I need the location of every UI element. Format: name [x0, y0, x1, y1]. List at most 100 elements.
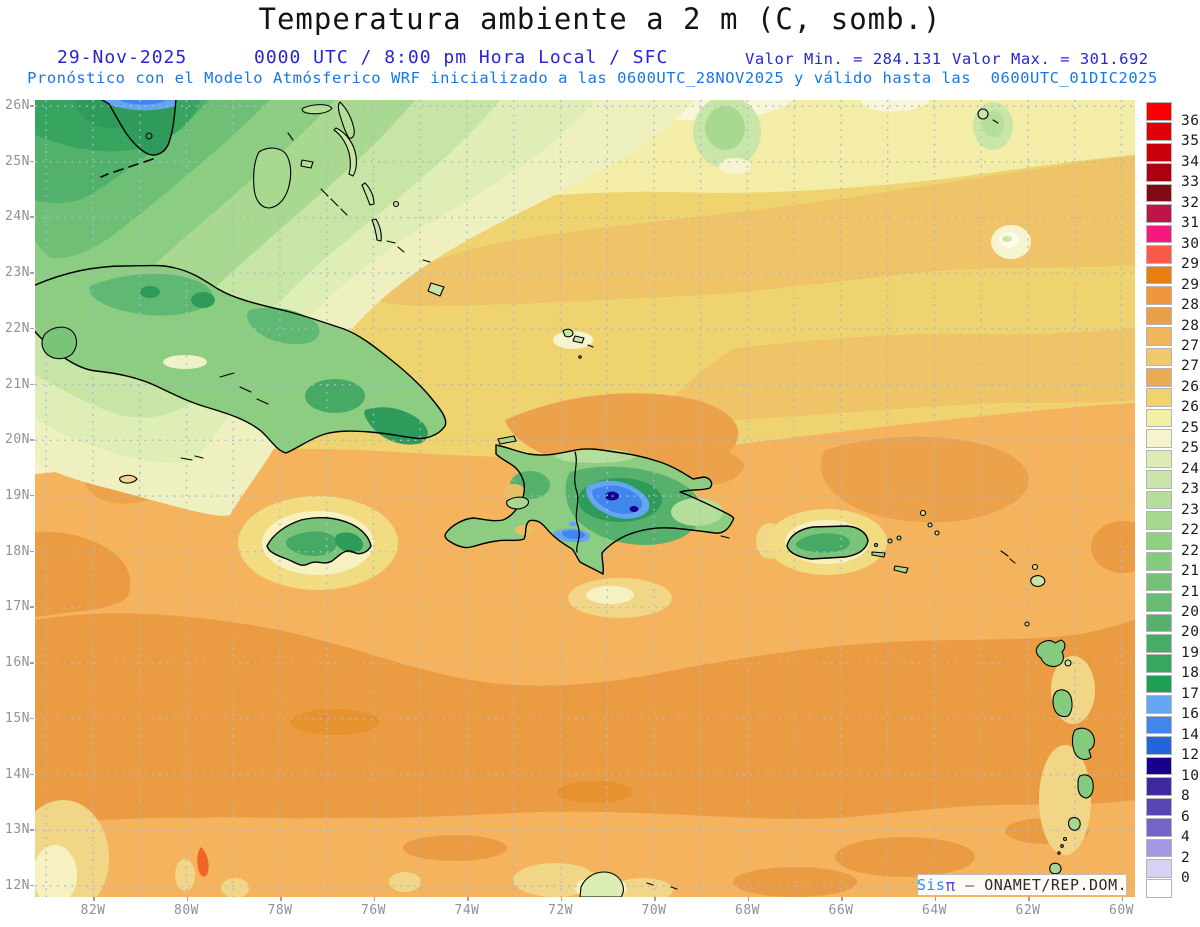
lat-label-21N: 21N: [5, 376, 30, 392]
lon-tick: [747, 897, 749, 901]
colorbar-label-16: 16: [1181, 706, 1200, 723]
lat-tick: [30, 105, 34, 107]
colorbar-cell: [1146, 388, 1172, 408]
lat-tick: [30, 383, 34, 386]
lon-label-82W: 82W: [80, 903, 106, 918]
lat-tick: [30, 884, 34, 887]
lat-label-24N: 24N: [5, 209, 30, 225]
colorbar-cell: [1146, 674, 1172, 694]
colorbar-label-8: 8: [1181, 788, 1191, 805]
colorbar-cell: [1146, 695, 1172, 714]
small-islands: [41, 101, 1095, 898]
colorbar-label-25.5: 25.5: [1181, 419, 1200, 436]
lon-label-80W: 80W: [174, 903, 199, 918]
lon-tick: [934, 897, 936, 901]
lat-tick: [30, 550, 34, 553]
colorbar-label-17: 17: [1181, 685, 1200, 702]
colorbar-label-12: 12: [1181, 747, 1200, 764]
colorbar-label-24: 24: [1181, 460, 1200, 477]
lon-label-74W: 74W: [454, 903, 480, 918]
lon-tick: [560, 897, 562, 901]
colorbar-label-29: 29: [1181, 276, 1200, 293]
colorbar-label-30.7: 30.7: [1181, 235, 1200, 252]
lat-label-23N: 23N: [5, 265, 30, 281]
colorbar-cell: [1146, 204, 1172, 223]
colorbar-cell: [1146, 572, 1172, 592]
colorbar-cell: [1146, 531, 1172, 551]
colorbar-label-6: 6: [1181, 808, 1191, 825]
lon-label-76W: 76W: [361, 903, 386, 918]
lat-label-12N: 12N: [5, 877, 30, 893]
colorbar-label-31.5: 31.5: [1181, 215, 1200, 232]
colorbar-label-28.5: 28.5: [1181, 297, 1200, 314]
colorbar-cell: [1146, 183, 1172, 203]
lon-label-64W: 64W: [922, 903, 947, 918]
colorbar-label-23.5: 23.5: [1181, 481, 1200, 498]
colorbar-cell: [1146, 102, 1172, 121]
lat-label-19N: 19N: [5, 487, 30, 503]
colorbar-cell: [1146, 633, 1172, 653]
lat-label-22N: 22N: [5, 320, 30, 336]
lat-label-25N: 25N: [5, 153, 30, 169]
colorbar-cell: [1146, 265, 1172, 285]
colorbar-label-4: 4: [1181, 829, 1191, 846]
run-date: 29-Nov-2025: [57, 47, 188, 68]
colorbar-cell: [1146, 511, 1172, 530]
colorbar-label-18: 18: [1181, 665, 1200, 682]
colorbar-cell: [1146, 654, 1172, 673]
lat-tick: [30, 494, 34, 497]
colorbar-label-21.5: 21.5: [1181, 563, 1200, 580]
valid-time: 0000 UTC / 8:00 pm Hora Local / SFC: [254, 47, 669, 68]
colorbar-label-21: 21: [1181, 583, 1200, 600]
lat-label-17N: 17N: [5, 599, 30, 615]
colorbar-cell: [1146, 367, 1172, 387]
lat-label-18N: 18N: [5, 543, 30, 559]
lon-tick: [467, 897, 469, 901]
watermark-agency: ONAMET/REP.DOM.: [984, 876, 1128, 894]
colorbar-cell: [1146, 142, 1172, 162]
lon-label-62W: 62W: [1015, 903, 1041, 918]
temperature-field-map: [17, 96, 1155, 916]
colorbar-label-2: 2: [1181, 849, 1191, 866]
colorbar-cell: [1146, 797, 1172, 817]
lat-tick: [30, 829, 34, 831]
colorbar-label-26: 26: [1181, 399, 1200, 416]
colorbar-label-10: 10: [1181, 767, 1200, 784]
colorbar-cell: [1146, 818, 1172, 837]
lat-label-26N: 26N: [5, 98, 30, 113]
colorbar-cell: [1146, 552, 1172, 571]
colorbar-cell: [1146, 490, 1172, 510]
colorbar-label-27: 27: [1181, 358, 1200, 375]
lon-tick: [1121, 897, 1123, 901]
lon-tick: [654, 897, 656, 901]
colorbar-label-36: 36: [1181, 112, 1200, 129]
colorbar-cell: [1146, 449, 1172, 469]
colorbar-cell: [1146, 224, 1172, 244]
watermark-dash: –: [955, 876, 985, 894]
colorbar-cell: [1146, 613, 1172, 633]
value-max: Valor Max. = 301.692: [952, 50, 1149, 68]
lon-tick: [373, 897, 375, 901]
lat-tick: [30, 216, 34, 218]
colorbar-label-33: 33: [1181, 174, 1200, 191]
lat-label-13N: 13N: [5, 822, 30, 838]
lat-tick: [30, 606, 34, 608]
lon-label-68W: 68W: [735, 903, 760, 918]
colorbar-label-22: 22: [1181, 542, 1200, 559]
lat-tick: [30, 439, 34, 441]
forecast-note: Pronóstico con el Modelo Atmósferico WRF…: [27, 69, 1158, 87]
lon-tick: [280, 897, 282, 901]
colorbar-label-20: 20: [1181, 624, 1200, 641]
colorbar-label-0: 0: [1181, 869, 1191, 886]
lat-label-14N: 14N: [5, 766, 30, 782]
colorbar-cell: [1146, 879, 1172, 899]
lon-tick: [186, 897, 188, 901]
colorbar-cell: [1146, 306, 1172, 326]
colorbar-label-22.5: 22.5: [1181, 522, 1200, 539]
page-title: Temperatura ambiente a 2 m (C, somb.): [258, 2, 942, 36]
lat-tick: [30, 160, 34, 163]
lat-tick: [30, 327, 34, 330]
lat-tick: [30, 773, 34, 776]
watermark-brand: Sis: [916, 876, 946, 894]
colorbar-label-35: 35: [1181, 133, 1200, 150]
